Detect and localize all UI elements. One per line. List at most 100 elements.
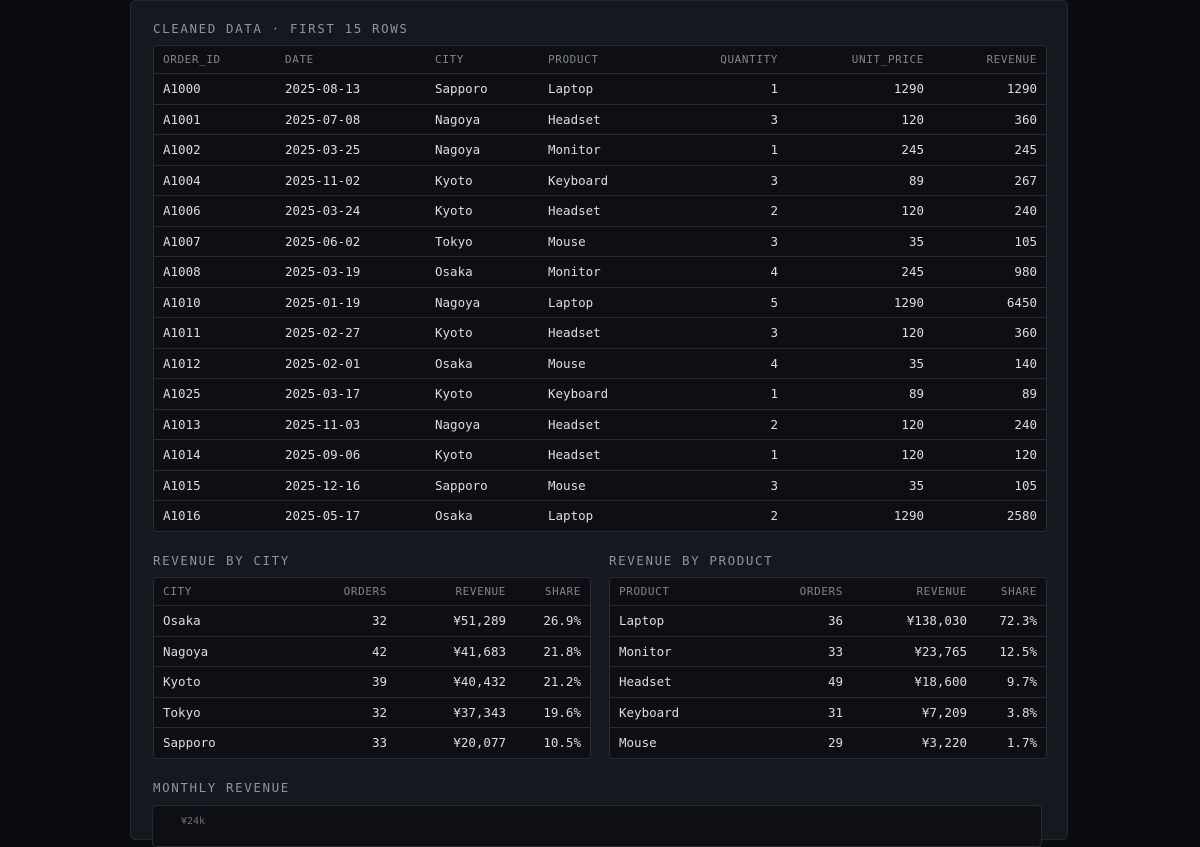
col-city[interactable]: CITY <box>154 578 282 606</box>
table-cell: A1001 <box>154 104 276 135</box>
table-cell: ¥7,209 <box>852 697 976 728</box>
city-header-row: CITY ORDERS REVENUE SHARE <box>154 578 590 606</box>
table-cell: 2025-08-13 <box>276 73 426 105</box>
table-cell: 2025-03-25 <box>276 134 426 166</box>
table-cell: A1025 <box>154 378 276 410</box>
table-row[interactable]: A1025 2025-03-17 Kyoto Keyboard 1 89 89 <box>154 378 1046 410</box>
table-row[interactable]: A1010 2025-01-19 Nagoya Laptop 5 1290 6450 <box>154 287 1046 318</box>
city-table: CITY ORDERS REVENUE SHARE Osaka 32 ¥51,289… <box>153 577 591 759</box>
table-row[interactable]: A1001 2025-07-08 Nagoya Headset 3 120 360 <box>154 104 1046 135</box>
table-row[interactable]: A1000 2025-08-13 Sapporo Laptop 1 1290 1290 <box>154 73 1046 105</box>
col-share[interactable]: SHARE <box>515 578 590 606</box>
table-cell: ¥37,343 <box>396 697 515 728</box>
table-cell: 39 <box>282 666 396 698</box>
city-row[interactable]: Kyoto 39 ¥40,432 21.2% <box>154 666 590 698</box>
col-orders[interactable]: ORDERS <box>738 578 852 606</box>
col-date[interactable]: DATE <box>276 46 426 74</box>
city-row[interactable]: Osaka 32 ¥51,289 26.9% <box>154 605 590 637</box>
table-cell: 1290 <box>893 508 924 524</box>
table-cell: A1013 <box>154 409 276 440</box>
table-cell: 32 <box>282 605 396 637</box>
table-cell: Nagoya <box>154 636 282 667</box>
table-cell: Nagoya <box>426 409 539 440</box>
table-cell: A1014 <box>154 439 276 471</box>
table-cell: A1008 <box>154 256 276 288</box>
table-cell: 26.9% <box>515 605 590 637</box>
table-row[interactable]: A1012 2025-02-01 Osaka Mouse 4 35 140 <box>154 348 1046 379</box>
table-cell: 9.7% <box>976 666 1046 698</box>
table-cell: 1.7% <box>1006 735 1037 751</box>
table-cell: 120 <box>933 439 1046 471</box>
table-cell: A1012 <box>154 348 276 379</box>
city-row[interactable]: Tokyo 32 ¥37,343 19.6% <box>154 697 590 728</box>
table-row[interactable]: A1014 2025-09-06 Kyoto Headset 1 120 120 <box>154 439 1046 471</box>
table-cell: A1015 <box>154 470 276 501</box>
product-row[interactable]: Headset 49 ¥18,600 9.7% <box>610 666 1046 698</box>
table-cell: 360 <box>933 104 1046 135</box>
table-cell: 1 <box>677 378 787 410</box>
col-share[interactable]: SHARE <box>976 578 1046 606</box>
table-cell: 105 <box>933 226 1046 257</box>
col-product[interactable]: PRODUCT <box>539 46 677 74</box>
col-revenue[interactable]: REVENUE <box>852 578 976 606</box>
col-city[interactable]: CITY <box>426 46 539 74</box>
table-cell: 2025-09-06 <box>276 439 426 471</box>
col-quantity[interactable]: QUANTITY <box>677 46 787 74</box>
table-cell: 3 <box>677 104 787 135</box>
col-order-id[interactable]: ORDER_ID <box>154 46 276 74</box>
table-cell: Mouse <box>539 226 677 257</box>
table-cell: 3 <box>677 226 787 257</box>
table-cell: Headset <box>610 666 738 698</box>
table-row[interactable]: A1006 2025-03-24 Kyoto Headset 2 120 240 <box>154 195 1046 227</box>
table-row[interactable]: A1004 2025-11-02 Kyoto Keyboard 3 89 267 <box>154 165 1046 196</box>
table-row[interactable]: A1016 2025-05-17 Osaka Laptop 2 1290 2580 <box>154 501 1046 531</box>
table-cell: Headset <box>539 439 677 471</box>
table-cell: 2025-12-16 <box>276 470 426 501</box>
col-product[interactable]: PRODUCT <box>610 578 738 606</box>
table-cell: 29 <box>827 735 843 751</box>
col-revenue[interactable]: REVENUE <box>396 578 515 606</box>
table-cell: A1006 <box>154 195 276 227</box>
table-cell: 6450 <box>933 287 1046 318</box>
table-row[interactable]: A1008 2025-03-19 Osaka Monitor 4 245 980 <box>154 256 1046 288</box>
product-header-row: PRODUCT ORDERS REVENUE SHARE <box>610 578 1046 606</box>
table-cell: Keyboard <box>610 697 738 728</box>
table-cell: 1 <box>677 73 787 105</box>
table-cell: 240 <box>933 409 1046 440</box>
table-cell: 5 <box>677 287 787 318</box>
product-row[interactable]: Keyboard 31 ¥7,209 3.8% <box>610 697 1046 728</box>
table-cell: 72.3% <box>976 605 1046 637</box>
table-cell: Mouse <box>619 735 657 751</box>
table-cell: 10.5% <box>543 735 581 751</box>
city-row[interactable]: Sapporo 33 ¥20,077 10.5% <box>154 728 590 758</box>
table-cell: 12.5% <box>976 636 1046 667</box>
table-row[interactable]: A1015 2025-12-16 Sapporo Mouse 3 35 105 <box>154 470 1046 501</box>
table-cell: Headset <box>539 317 677 349</box>
table-cell: 19.6% <box>515 697 590 728</box>
col-orders[interactable]: ORDERS <box>282 578 396 606</box>
table-cell: Nagoya <box>426 134 539 166</box>
col-revenue[interactable]: REVENUE <box>933 46 1046 74</box>
table-row[interactable]: A1013 2025-11-03 Nagoya Headset 2 120 240 <box>154 409 1046 440</box>
table-cell: 2025-02-01 <box>276 348 426 379</box>
table-cell: Keyboard <box>539 378 677 410</box>
table-cell: 33 <box>371 735 387 751</box>
table-cell: Keyboard <box>539 165 677 196</box>
table-cell: Sapporo <box>426 73 539 105</box>
product-row[interactable]: Laptop 36 ¥138,030 72.3% <box>610 605 1046 637</box>
table-cell: A1007 <box>154 226 276 257</box>
table-cell: 49 <box>738 666 852 698</box>
table-cell: 35 <box>787 348 933 379</box>
table-cell: 120 <box>787 104 933 135</box>
table-cell: Headset <box>539 409 677 440</box>
product-row[interactable]: Mouse 29 ¥3,220 1.7% <box>610 728 1046 758</box>
col-unit-price[interactable]: UNIT_PRICE <box>787 46 933 74</box>
table-row[interactable]: A1007 2025-06-02 Tokyo Mouse 3 35 105 <box>154 226 1046 257</box>
product-row[interactable]: Monitor 33 ¥23,765 12.5% <box>610 636 1046 667</box>
table-cell: 89 <box>933 378 1046 410</box>
table-cell: 120 <box>787 439 933 471</box>
table-cell: 33 <box>738 636 852 667</box>
city-row[interactable]: Nagoya 42 ¥41,683 21.8% <box>154 636 590 667</box>
table-row[interactable]: A1002 2025-03-25 Nagoya Monitor 1 245 245 <box>154 134 1046 166</box>
table-row[interactable]: A1011 2025-02-27 Kyoto Headset 3 120 360 <box>154 317 1046 349</box>
